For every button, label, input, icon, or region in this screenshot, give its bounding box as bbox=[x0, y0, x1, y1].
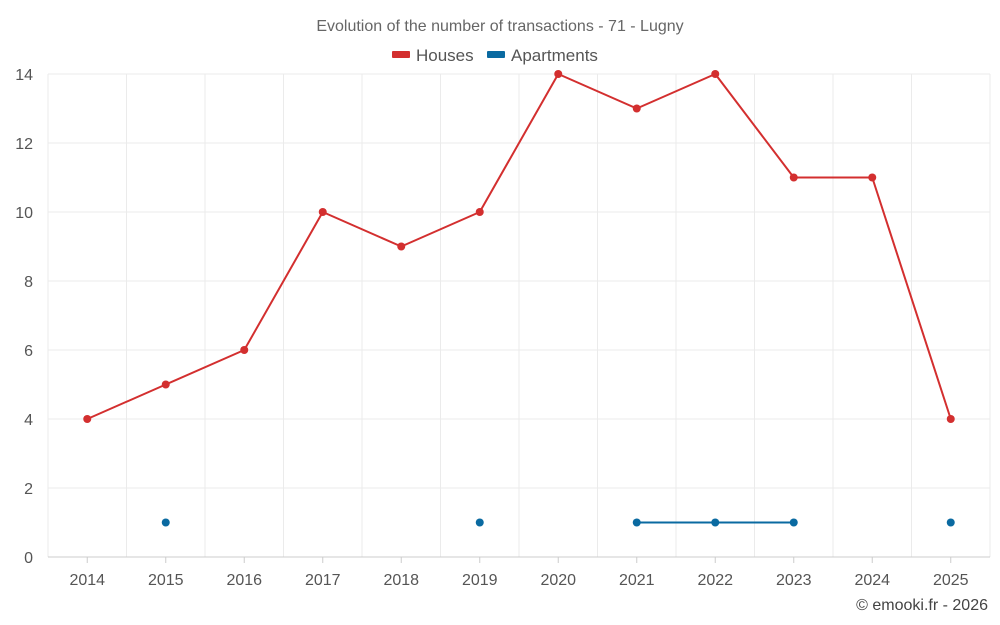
x-tick-label: 2016 bbox=[226, 572, 262, 589]
legend-label-houses: Houses bbox=[416, 46, 474, 65]
y-tick-label: 14 bbox=[15, 67, 33, 84]
y-tick-label: 2 bbox=[24, 481, 33, 498]
series-line-houses bbox=[321, 211, 403, 248]
grid bbox=[47, 73, 991, 557]
y-tick-label: 0 bbox=[24, 550, 33, 567]
data-point-houses[interactable] bbox=[475, 208, 484, 216]
data-point-houses[interactable] bbox=[868, 173, 877, 182]
series-line-houses bbox=[400, 211, 481, 248]
plot-area bbox=[83, 70, 955, 527]
x-tick-label: 2021 bbox=[619, 572, 655, 589]
y-tick-label: 4 bbox=[24, 412, 33, 429]
credit-text: © emooki.fr - 2026 bbox=[856, 597, 988, 614]
data-point-apartments[interactable] bbox=[161, 518, 170, 527]
y-tick-label: 10 bbox=[15, 205, 33, 222]
data-point-houses[interactable] bbox=[83, 415, 92, 423]
legend-label-apartments: Apartments bbox=[511, 46, 598, 65]
series-line-houses bbox=[635, 73, 717, 110]
x-tick-label: 2014 bbox=[69, 572, 105, 589]
data-point-houses[interactable] bbox=[554, 70, 563, 78]
y-tick-label: 6 bbox=[24, 343, 33, 360]
x-tick-label: 2020 bbox=[540, 572, 576, 589]
x-tick-label: 2025 bbox=[933, 572, 969, 589]
data-point-houses[interactable] bbox=[946, 415, 955, 423]
y-tick-label: 8 bbox=[24, 274, 33, 291]
x-tick-label: 2017 bbox=[305, 572, 341, 589]
data-point-houses[interactable] bbox=[397, 242, 406, 251]
series-line-houses bbox=[871, 176, 952, 420]
x-axis: 2014 2015 2016 2017 2018 2019 2020 2021 2022 2023… bbox=[48, 556, 990, 589]
x-tick-label: 2023 bbox=[776, 572, 812, 589]
legend-swatch-houses bbox=[392, 51, 410, 58]
data-point-apartments[interactable] bbox=[789, 518, 798, 527]
x-tick-label: 2019 bbox=[462, 572, 498, 589]
data-point-apartments[interactable] bbox=[632, 518, 641, 527]
data-point-houses[interactable] bbox=[318, 208, 327, 216]
data-point-houses[interactable] bbox=[711, 70, 720, 78]
legend-swatch-apartments bbox=[487, 51, 505, 58]
series-line-houses bbox=[478, 73, 560, 213]
series-line-houses bbox=[86, 383, 167, 420]
data-point-houses[interactable] bbox=[240, 346, 249, 354]
series-line-houses bbox=[714, 73, 795, 179]
y-axis: 0 2 4 6 8 10 12 14 bbox=[15, 67, 33, 567]
series-line-houses bbox=[164, 349, 246, 386]
data-point-apartments[interactable] bbox=[946, 518, 955, 527]
series-line-houses bbox=[557, 73, 638, 110]
x-tick-label: 2018 bbox=[383, 572, 419, 589]
chart-title: Evolution of the number of transactions … bbox=[316, 18, 683, 35]
y-tick-label: 12 bbox=[15, 136, 33, 153]
data-point-apartments[interactable] bbox=[711, 518, 720, 527]
data-point-houses[interactable] bbox=[789, 173, 798, 182]
series-houses bbox=[83, 70, 955, 423]
series-apartments bbox=[161, 518, 955, 527]
data-point-apartments[interactable] bbox=[475, 518, 484, 527]
legend-item-apartments[interactable]: Apartments bbox=[487, 46, 598, 65]
data-point-houses[interactable] bbox=[161, 380, 170, 389]
series-line-houses bbox=[243, 211, 324, 351]
data-point-houses[interactable] bbox=[632, 104, 641, 113]
x-tick-label: 2022 bbox=[697, 572, 733, 589]
x-tick-label: 2015 bbox=[148, 572, 184, 589]
x-tick-label: 2024 bbox=[854, 572, 890, 589]
legend: Houses Apartments bbox=[392, 46, 598, 65]
legend-item-houses[interactable]: Houses bbox=[392, 46, 474, 65]
